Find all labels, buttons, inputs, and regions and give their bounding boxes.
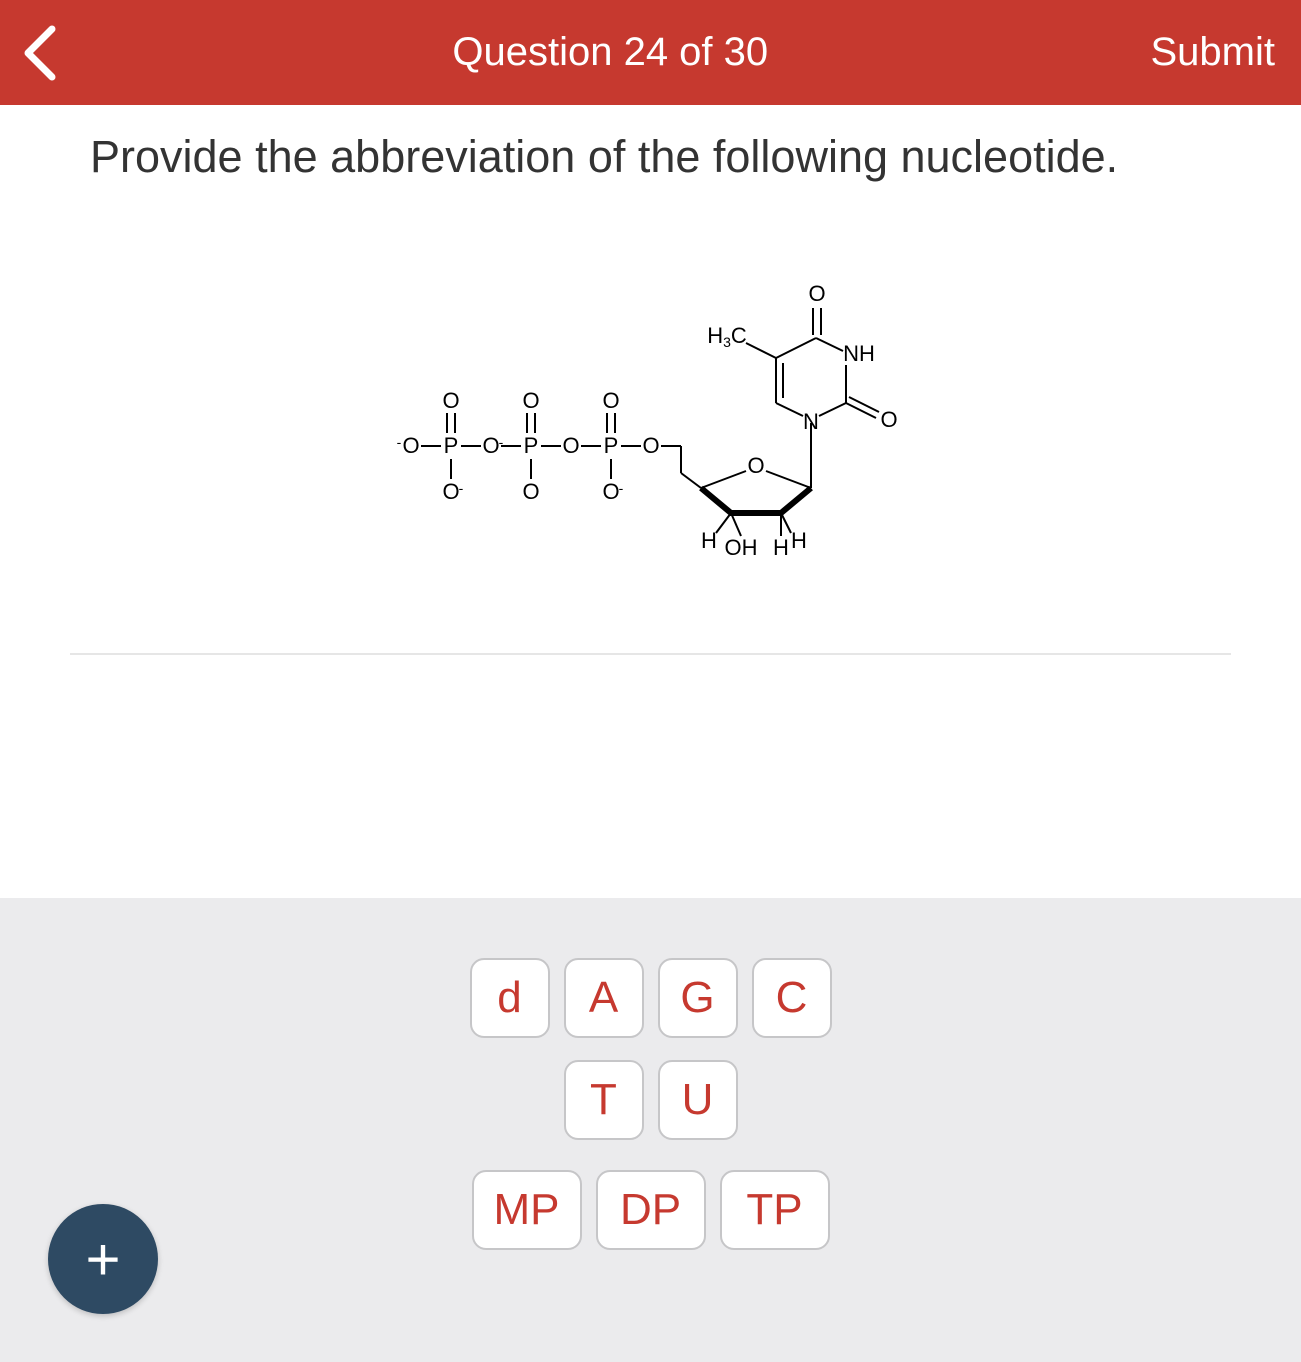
phos3-bot-o: O [602, 479, 619, 504]
phos3-p: P [603, 433, 618, 458]
phos3-top-o: O [602, 388, 619, 413]
phos1-left-minus: - [396, 434, 401, 450]
phos1-bot-minus: - [458, 480, 463, 496]
diagram-container: O P O - O - O - O P O O [0, 273, 1301, 573]
key-tp[interactable]: TP [720, 1170, 830, 1250]
keypad-row-3: MP DP TP [0, 1170, 1301, 1250]
bridge-o-12: O [482, 433, 499, 458]
phos1-p: P [443, 433, 458, 458]
keypad-row-2: T U [0, 1060, 1301, 1140]
key-c[interactable]: C [752, 958, 832, 1038]
phos2-p: P [523, 433, 538, 458]
chevron-left-icon [20, 23, 60, 83]
sugar-h-2prime-a: H [791, 528, 807, 553]
nucleotide-structure-diagram: O P O - O - O - O P O O [391, 273, 911, 573]
app-header: Question 24 of 30 Submit [0, 0, 1301, 105]
key-a[interactable]: A [564, 958, 644, 1038]
sugar-ring-o: O [747, 453, 764, 478]
base-c2-o: O [880, 407, 897, 432]
phos1-bot-o: O [442, 479, 459, 504]
back-button[interactable] [10, 23, 70, 83]
key-t[interactable]: T [564, 1060, 644, 1140]
answer-keypad: d A G C T U MP DP TP + [0, 898, 1301, 1362]
phos2-bot-o: O [522, 479, 539, 504]
base-c4-o: O [808, 281, 825, 306]
key-dp[interactable]: DP [596, 1170, 706, 1250]
add-fab-button[interactable]: + [48, 1204, 158, 1314]
phos2-top-o: O [522, 388, 539, 413]
base-n3-nh: NH [843, 341, 875, 366]
submit-button[interactable]: Submit [1151, 30, 1282, 75]
question-counter: Question 24 of 30 [70, 30, 1151, 75]
bridge-o-12-minus: - [498, 434, 503, 450]
plus-icon: + [85, 1225, 120, 1294]
sugar-h-2prime-b: H [773, 535, 789, 560]
sugar-oh-3prime: OH [724, 535, 757, 560]
key-u[interactable]: U [658, 1060, 738, 1140]
key-d[interactable]: d [470, 958, 550, 1038]
question-prompt: Provide the abbreviation of the followin… [90, 131, 1211, 183]
phos1-left-o: O [402, 433, 419, 458]
keypad-row-1: d A G C [0, 958, 1301, 1038]
bridge-o-23: O [562, 433, 579, 458]
base-c5-methyl: H3C [707, 323, 747, 350]
key-mp[interactable]: MP [472, 1170, 582, 1250]
bridge-o-3s: O [642, 433, 659, 458]
phos3-bot-minus: - [618, 480, 623, 496]
question-prompt-area: Provide the abbreviation of the followin… [0, 105, 1301, 183]
sugar-h-3prime: H [701, 528, 717, 553]
phos1-top-o: O [442, 388, 459, 413]
section-divider [70, 653, 1231, 655]
base-n1: N [803, 409, 819, 434]
key-g[interactable]: G [658, 958, 738, 1038]
